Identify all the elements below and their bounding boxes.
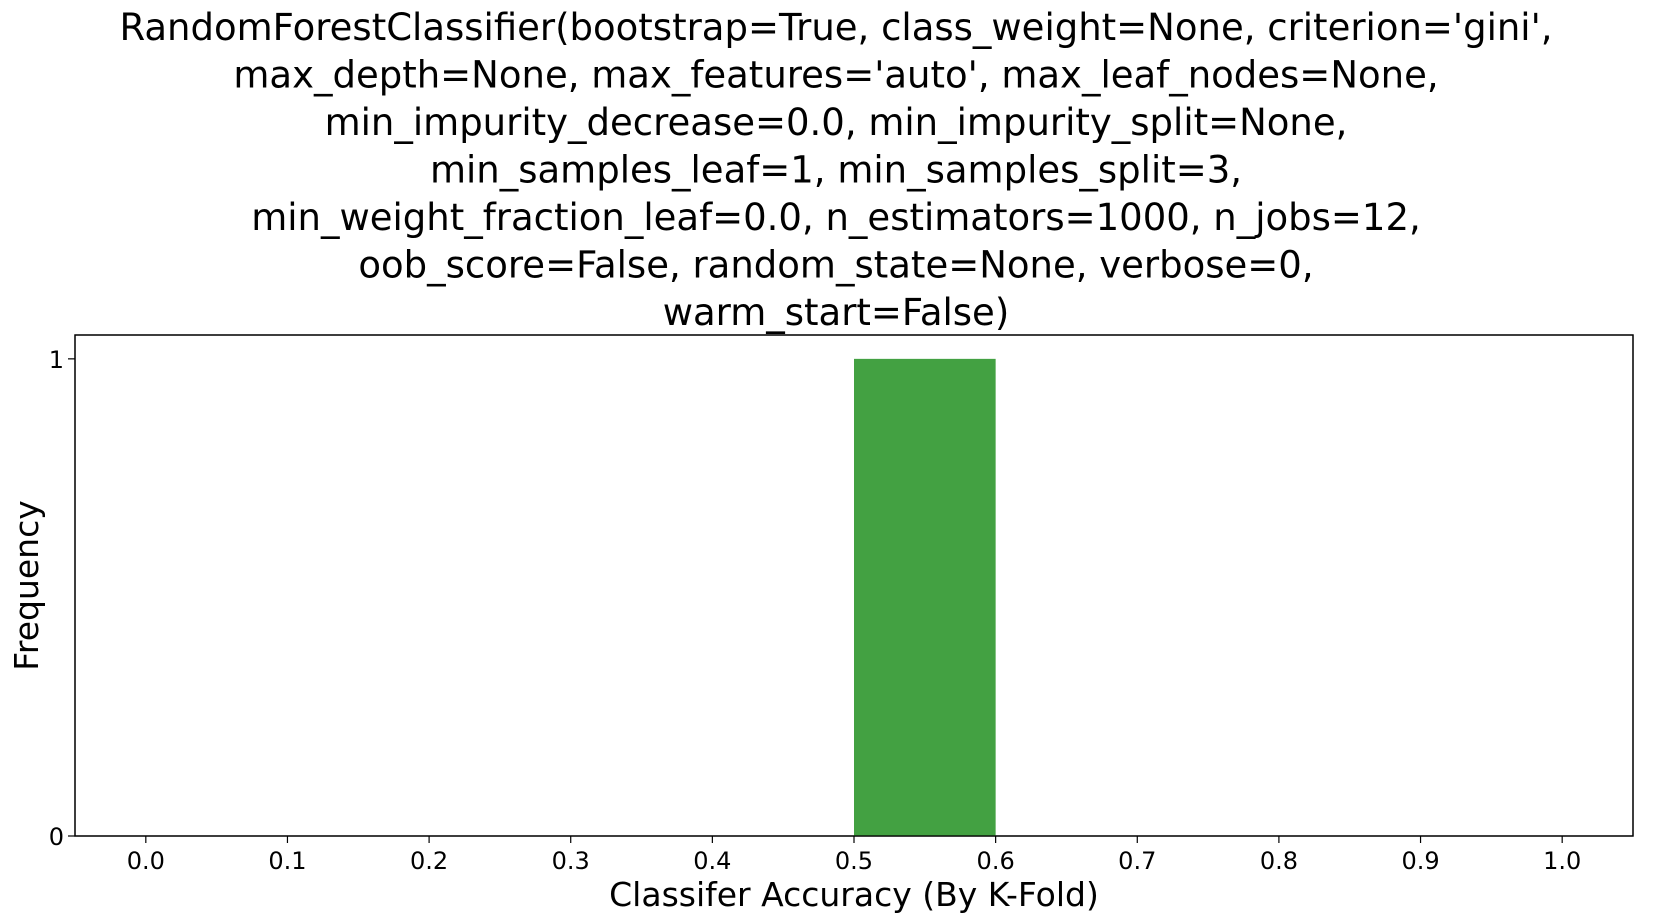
x-tick-label: 0.2 <box>410 847 448 875</box>
x-tick-label: 0.8 <box>1260 847 1298 875</box>
chart-title: RandomForestClassifier(bootstrap=True, c… <box>119 6 1552 334</box>
y-axis-ticks: 01 <box>49 346 75 851</box>
x-tick-label: 0.1 <box>268 847 306 875</box>
x-axis-label: Classifer Accuracy (By K-Fold) <box>609 875 1099 914</box>
y-tick-label: 1 <box>49 346 64 374</box>
x-tick-label: 0.0 <box>127 847 165 875</box>
y-tick-label: 0 <box>49 823 64 851</box>
plot-border <box>74 334 1634 837</box>
x-tick-label: 0.3 <box>552 847 590 875</box>
x-tick-label: 0.4 <box>693 847 731 875</box>
x-tick-label: 0.5 <box>835 847 873 875</box>
x-tick-label: 0.6 <box>977 847 1015 875</box>
chart-title-line: max_depth=None, max_features='auto', max… <box>233 54 1438 97</box>
bars <box>854 358 996 836</box>
histogram-bar <box>854 358 996 836</box>
x-tick-label: 1.0 <box>1543 847 1581 875</box>
chart-title-line: warm_start=False) <box>663 291 1010 334</box>
chart-title-line: min_weight_fraction_leaf=0.0, n_estimato… <box>251 196 1421 239</box>
x-tick-label: 0.7 <box>1118 847 1156 875</box>
chart-title-line: min_impurity_decrease=0.0, min_impurity_… <box>325 101 1348 144</box>
x-axis-ticks: 0.0 0.1 0.2 0.3 0.4 0.5 0.6 0.7 0.8 0.9 1.0 <box>127 836 1581 875</box>
chart-title-line: RandomForestClassifier(bootstrap=True, c… <box>119 6 1552 49</box>
y-axis-label: Frequency <box>7 500 46 670</box>
x-tick-label: 0.9 <box>1401 847 1439 875</box>
chart-title-line: min_samples_leaf=1, min_samples_split=3, <box>430 149 1242 192</box>
chart-title-line: oob_score=False, random_state=None, verb… <box>358 244 1313 287</box>
